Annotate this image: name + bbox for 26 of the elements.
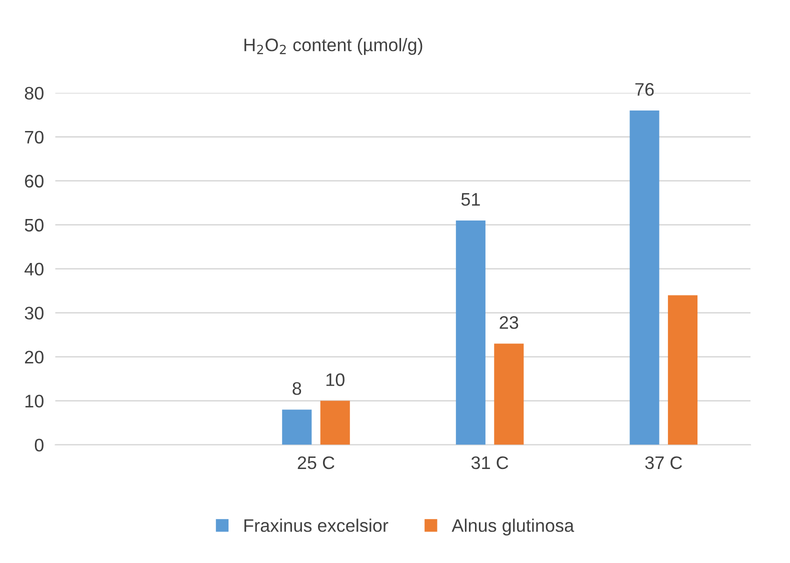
chart-title: H$_{2}$O$_{2}$ content (µmol/g) [244,38,422,55]
y-tick-label: 60 [25,174,44,188]
x-tick-label: 25 C [298,456,334,470]
y-tick-label: 0 [34,438,44,452]
y-tick-label: 50 [24,218,44,232]
bar [630,110,660,445]
legend-label: Fraxinus excelsior [244,518,388,532]
y-tick-label: 30 [24,306,44,320]
bar [282,410,312,445]
data-label: 76 [635,83,654,96]
data-label: 51 [461,193,480,206]
data-label: 23 [500,316,518,329]
bar [668,295,698,445]
data-label: 8 [292,382,302,395]
bar [456,220,486,445]
y-tick-label: 20 [25,350,44,364]
y-tick-label: 70 [25,130,44,144]
x-tick-label: 31 C [471,456,508,470]
y-tick-label: 10 [25,394,44,408]
y-tick-label: 80 [24,86,44,100]
x-tick-label: 37 C [645,456,682,470]
bar [494,344,524,445]
bar [320,400,350,445]
legend-label: Alnus glutinosa [452,518,574,536]
y-tick-label: 40 [24,262,44,276]
data-label: 10 [326,373,344,386]
